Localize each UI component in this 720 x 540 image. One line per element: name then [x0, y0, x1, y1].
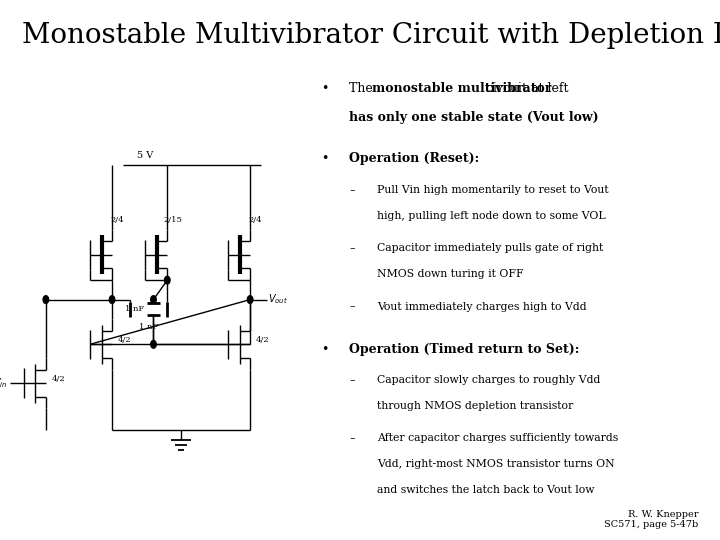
Text: After capacitor charges sufficiently towards: After capacitor charges sufficiently tow…	[377, 433, 618, 443]
Text: 4/2: 4/2	[256, 336, 270, 345]
Text: Monostable Multivibrator Circuit with Depletion Loads: Monostable Multivibrator Circuit with De…	[22, 22, 720, 49]
Text: Operation (Reset):: Operation (Reset):	[349, 152, 480, 165]
Text: through NMOS depletion transistor: through NMOS depletion transistor	[377, 401, 573, 411]
Text: Pull Vin high momentarily to reset to Vout: Pull Vin high momentarily to reset to Vo…	[377, 185, 609, 195]
Text: 1 nF: 1 nF	[139, 323, 158, 331]
Text: $V_{out}$: $V_{out}$	[268, 293, 288, 307]
Text: –: –	[349, 301, 355, 312]
Text: NMOS down turing it OFF: NMOS down turing it OFF	[377, 269, 523, 279]
Text: –: –	[349, 185, 355, 195]
Text: 4/2: 4/2	[52, 375, 66, 383]
Text: 2/4: 2/4	[249, 216, 262, 224]
Text: 4/2: 4/2	[118, 336, 132, 345]
Text: high, pulling left node down to some VOL: high, pulling left node down to some VOL	[377, 211, 606, 221]
Text: The: The	[349, 82, 377, 95]
Text: 5 V: 5 V	[137, 151, 153, 160]
Text: 2/4: 2/4	[111, 216, 125, 224]
Text: •: •	[321, 82, 328, 95]
Text: •: •	[321, 342, 328, 355]
Text: –: –	[349, 243, 355, 253]
Text: –: –	[349, 433, 355, 443]
Text: Operation (Timed return to Set):: Operation (Timed return to Set):	[349, 342, 580, 355]
Text: 1 nF: 1 nF	[125, 305, 145, 313]
Text: Capacitor immediately pulls gate of right: Capacitor immediately pulls gate of righ…	[377, 243, 603, 253]
Text: circuit at left: circuit at left	[482, 82, 569, 95]
Text: R. W. Knepper
SC571, page 5-47b: R. W. Knepper SC571, page 5-47b	[604, 510, 698, 529]
Text: 2/15: 2/15	[163, 216, 182, 224]
Text: $V_{in}$: $V_{in}$	[0, 376, 7, 390]
Text: Capacitor slowly charges to roughly Vdd: Capacitor slowly charges to roughly Vdd	[377, 375, 600, 385]
Text: Vdd, right-most NMOS transistor turns ON: Vdd, right-most NMOS transistor turns ON	[377, 459, 615, 469]
Circle shape	[150, 296, 156, 303]
Circle shape	[248, 296, 253, 303]
Text: –: –	[349, 375, 355, 385]
Circle shape	[109, 296, 115, 303]
Text: •: •	[321, 152, 328, 165]
Text: has only one stable state (Vout low): has only one stable state (Vout low)	[349, 111, 599, 124]
Text: and switches the latch back to Vout low: and switches the latch back to Vout low	[377, 485, 595, 495]
Circle shape	[43, 296, 49, 303]
Text: monostable multivibrator: monostable multivibrator	[372, 82, 552, 95]
Text: Vout immediately charges high to Vdd: Vout immediately charges high to Vdd	[377, 301, 587, 312]
Circle shape	[150, 340, 156, 348]
Circle shape	[165, 276, 170, 284]
